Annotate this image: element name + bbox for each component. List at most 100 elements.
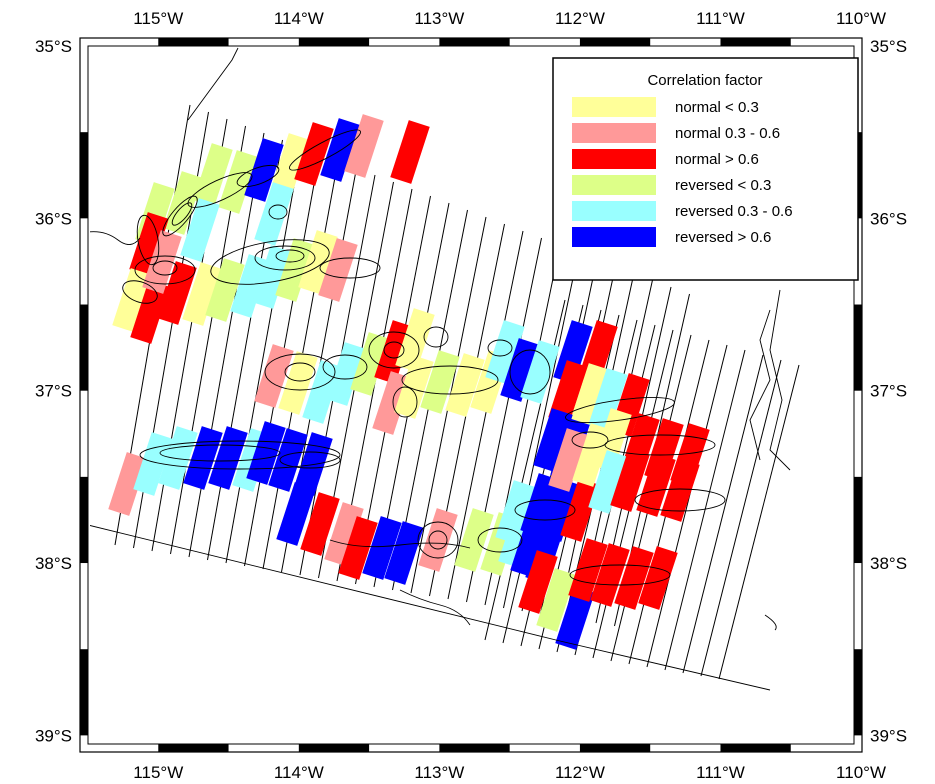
correlation-box-reversed-high — [540, 478, 580, 542]
lon-tick-label-top: 114°W — [274, 9, 324, 28]
correlation-box-normal-low — [270, 133, 310, 197]
correlation-box-reversed-mid — [588, 450, 628, 514]
correlation-box-normal-mid — [324, 502, 364, 566]
correlation-box-normal-high — [129, 212, 169, 276]
correlation-box-normal-mid — [108, 452, 148, 516]
track-line — [225, 146, 302, 564]
lon-tick-label-bottom: 110°W — [836, 763, 886, 782]
lat-tick-label-left: 38°S — [35, 554, 72, 573]
legend-swatch-reversed-low — [572, 175, 656, 195]
track-line — [700, 359, 782, 677]
legend-label-reversed-low: reversed < 0.3 — [675, 177, 771, 194]
legend: Correlation factor normal < 0.3 normal 0.… — [552, 57, 859, 281]
lon-tick-label-top: 111°W — [696, 9, 745, 28]
correlation-box-normal-low — [445, 353, 485, 417]
correlation-box-reversed-low — [218, 150, 258, 214]
correlation-box-reversed-high — [320, 118, 360, 182]
correlation-box-normal-high — [130, 280, 170, 344]
correlation-box-normal-low — [278, 351, 318, 415]
legend-label-reversed-mid: reversed 0.3 - 0.6 — [675, 203, 793, 220]
correlation-box-normal-high — [614, 546, 654, 610]
legend-label-normal-low: normal < 0.3 — [675, 99, 759, 116]
correlation-box-reversed-mid — [326, 342, 366, 406]
lon-tick-label-top: 115°W — [133, 9, 183, 28]
correlation-box-normal-high — [294, 122, 334, 186]
correlation-box-normal-mid — [142, 230, 182, 294]
correlation-box-reversed-low — [536, 568, 576, 632]
correlation-box-reversed-mid — [254, 182, 294, 246]
lat-tick-label-right: 39°S — [870, 726, 907, 745]
correlation-box-reversed-high — [384, 521, 424, 585]
lon-tick-label-bottom: 112°W — [555, 763, 605, 782]
correlation-box-normal-high — [338, 516, 378, 580]
correlation-box-normal-high — [374, 320, 414, 384]
track-line — [664, 349, 746, 671]
correlation-box-reversed-low — [205, 258, 245, 322]
correlation-box-reversed-high — [293, 432, 333, 496]
correlation-box-normal-high — [548, 360, 588, 424]
legend-swatch-normal-mid — [572, 123, 656, 143]
correlation-box-reversed-mid — [133, 432, 173, 496]
lat-tick-label-left: 35°S — [35, 37, 72, 56]
correlation-box-reversed-high — [555, 586, 595, 650]
lon-tick-label-bottom: 114°W — [274, 763, 324, 782]
correlation-box-reversed-mid — [588, 368, 628, 432]
correlation-box-normal-high — [300, 492, 340, 556]
track-line — [718, 364, 800, 680]
correlation-box-reversed-high — [208, 426, 248, 490]
map-content — [90, 47, 800, 691]
legend-swatch-normal-high — [572, 149, 656, 169]
correlation-box-normal-high — [590, 543, 630, 607]
correlation-box-reversed-high — [362, 516, 402, 580]
lon-tick-label-bottom: 111°W — [696, 763, 745, 782]
lat-tick-label-right: 36°S — [870, 209, 907, 228]
correlation-box-normal-low — [112, 268, 152, 332]
correlation-box-reversed-high — [500, 338, 540, 402]
correlation-box-reversed-mid — [158, 426, 198, 490]
lon-tick-label-top: 112°W — [555, 9, 605, 28]
track-line — [447, 230, 524, 600]
lon-tick-label-bottom: 115°W — [133, 763, 183, 782]
correlation-box-normal-high — [390, 120, 430, 184]
correlation-box-reversed-high — [533, 408, 573, 472]
correlation-box-normal-mid — [318, 238, 358, 302]
lat-tick-label-right: 37°S — [870, 382, 907, 401]
correlation-box-normal-high — [560, 478, 600, 542]
correlation-box-reversed-mid — [485, 320, 525, 384]
lat-tick-label-right: 38°S — [870, 554, 907, 573]
correlation-box-reversed-mid — [230, 254, 270, 318]
correlation-box-normal-high — [518, 550, 558, 614]
lat-tick-label-left: 39°S — [35, 726, 72, 745]
lon-tick-label-top: 113°W — [414, 9, 464, 28]
legend-label-reversed-high: reversed > 0.6 — [675, 229, 771, 246]
legend-label-normal-mid: normal 0.3 - 0.6 — [675, 125, 780, 142]
correlation-box-normal-mid — [254, 344, 294, 408]
axis-labels: 115°W 115°W 114°W 114°W 113°W 113°W 112°W 112°W… — [35, 9, 907, 782]
correlation-box-normal-high — [636, 453, 676, 517]
bathymetry-contours — [90, 47, 791, 691]
lat-tick-label-left: 37°S — [35, 382, 72, 401]
correlation-box-reversed-low — [275, 238, 315, 302]
correlation-box-normal-high — [660, 458, 700, 522]
correlation-box-normal-mid — [344, 114, 384, 178]
correlation-box-reversed-mid — [180, 198, 220, 262]
lon-tick-label-top: 110°W — [836, 9, 886, 28]
correlation-box-reversed-low — [350, 332, 390, 396]
correlation-box-normal-high — [638, 546, 678, 610]
correlation-box-reversed-low — [454, 508, 494, 572]
correlation-box-normal-low — [570, 363, 610, 427]
correlation-box-normal-high — [610, 448, 650, 512]
correlation-box-reversed-high — [276, 482, 316, 546]
correlation-box-reversed-high — [183, 426, 223, 490]
correlation-box-reversed-mid — [520, 340, 560, 404]
correlation-box-reversed-mid — [302, 360, 342, 424]
legend-swatch-normal-low — [572, 97, 656, 117]
correlation-box-reversed-high — [268, 428, 308, 492]
correlation-boxes — [108, 114, 710, 650]
correlation-box-normal-high — [568, 538, 608, 602]
track-line — [682, 354, 764, 674]
legend-title: Correlation factor — [647, 72, 762, 89]
legend-swatch-reversed-high — [572, 227, 656, 247]
correlation-box-normal-low — [182, 262, 222, 326]
